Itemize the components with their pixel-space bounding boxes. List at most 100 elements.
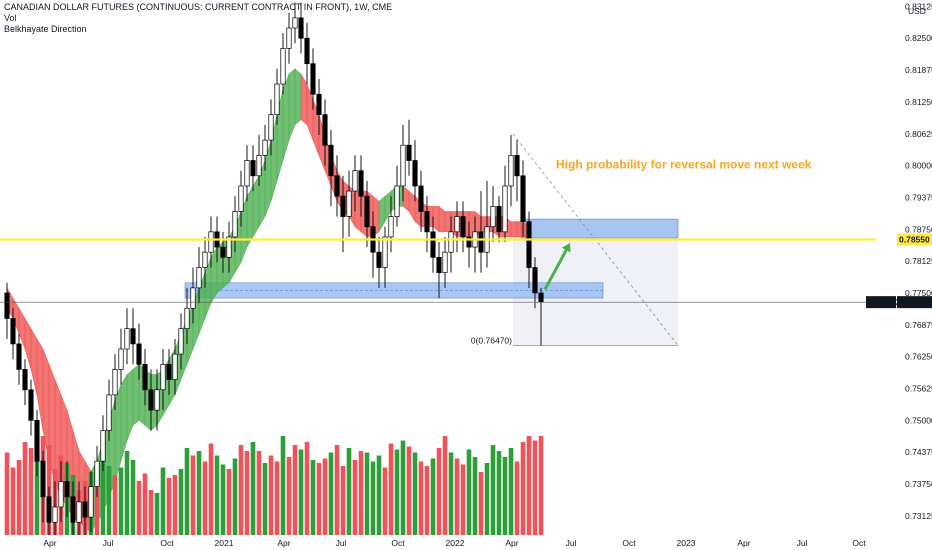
volume-bar — [514, 461, 520, 535]
candle-body — [340, 195, 346, 217]
band-segment — [402, 185, 410, 212]
candle-body — [358, 170, 364, 197]
candle-body — [394, 185, 400, 217]
volume-bar — [34, 460, 40, 535]
band-segment — [408, 190, 416, 223]
chart-legend: CANADIAN DOLLAR FUTURES (CONTINUOUS: CUR… — [4, 2, 392, 35]
time-tick-label: Oct — [622, 538, 636, 548]
volume-bar — [352, 460, 358, 535]
volume-bar — [262, 463, 268, 535]
candle-body — [526, 221, 532, 268]
volume-bar — [106, 466, 112, 535]
volume-bar — [100, 460, 106, 535]
candle-body — [4, 292, 10, 319]
band-segment — [444, 211, 452, 233]
legend-indicator[interactable]: Belkhayate Direction — [4, 24, 87, 34]
time-tick-label: Oct — [852, 538, 866, 548]
volume-bar — [322, 458, 328, 535]
volume-bar — [250, 442, 256, 535]
candle-body — [118, 348, 124, 370]
volume-bar — [382, 467, 388, 535]
candle-body — [52, 506, 58, 523]
candle-body — [76, 501, 82, 523]
candle-body — [328, 144, 334, 177]
candle-body — [268, 114, 274, 141]
candle-body — [88, 486, 94, 518]
candle-body — [388, 216, 394, 238]
volume-bar — [496, 451, 502, 535]
volume-bar — [364, 452, 370, 535]
last-price-label: 0.77320 — [899, 297, 930, 307]
legend-title[interactable]: CANADIAN DOLLAR FUTURES (CONTINUOUS: CUR… — [4, 2, 393, 12]
candle-body — [28, 389, 34, 421]
candle-body — [310, 63, 316, 95]
candle-body — [148, 389, 154, 411]
volume-bar — [226, 469, 232, 535]
volume-bar — [490, 445, 496, 535]
candle-body — [286, 27, 292, 49]
volume-bar — [436, 448, 442, 535]
candle-body — [130, 328, 136, 345]
volume-bar — [118, 467, 124, 535]
candle-body — [532, 267, 538, 294]
volume-bar — [466, 449, 472, 535]
volume-bar — [478, 472, 484, 535]
volume-bar — [520, 442, 526, 535]
volume-bar — [418, 461, 424, 535]
volume-bar — [532, 440, 538, 535]
volume-bar — [304, 442, 310, 535]
volume-bar — [484, 463, 490, 535]
band-segment — [126, 368, 134, 441]
candle-body — [538, 292, 544, 303]
volume-bar — [454, 458, 460, 535]
candle-body — [202, 251, 208, 268]
volume-bar — [274, 461, 280, 535]
volume-bar — [232, 458, 238, 535]
legend-volume[interactable]: Vol — [4, 13, 17, 23]
volume-bar — [256, 451, 262, 535]
volume-bar — [328, 452, 334, 535]
candle-body — [46, 496, 52, 523]
time-tick-label: 2023 — [677, 538, 696, 548]
volume-bar — [4, 452, 10, 535]
annotation-text[interactable]: High probability for reversal move next … — [556, 158, 812, 172]
price-tick-label: 0.75625 — [905, 384, 932, 394]
candle-body — [478, 231, 484, 253]
time-tick-label: Oct — [391, 538, 405, 548]
time-tick-label: 2021 — [215, 538, 234, 548]
volume-bar — [412, 452, 418, 535]
supply-zone-rect[interactable] — [520, 218, 679, 239]
reversal-arrow[interactable] — [543, 243, 571, 291]
volume-bar — [130, 460, 136, 535]
candle-body — [160, 363, 166, 391]
candle-body — [172, 353, 178, 380]
band-segment — [114, 384, 122, 482]
candle-body — [16, 343, 22, 370]
candle-body — [334, 175, 340, 197]
volume-bar — [124, 451, 130, 535]
symbol-badge — [866, 296, 896, 309]
candle-body — [124, 328, 130, 350]
volume-bar — [94, 485, 100, 535]
price-tick-label: 0.73125 — [905, 511, 932, 521]
price-tick-label: 0.80625 — [905, 129, 932, 139]
time-tick-label: Jul — [103, 538, 114, 548]
time-axis[interactable]: Apr Jul Oct 2021 Apr Jul Oct 2022 Apr Jul Oct 2023 A… — [0, 535, 932, 550]
volume-bar — [376, 455, 382, 535]
candle-body — [514, 155, 520, 177]
volume-bar — [148, 490, 154, 535]
band-segment — [252, 174, 260, 238]
candle-body — [244, 160, 250, 187]
volume-bar — [334, 445, 340, 535]
candle-body — [178, 328, 184, 355]
